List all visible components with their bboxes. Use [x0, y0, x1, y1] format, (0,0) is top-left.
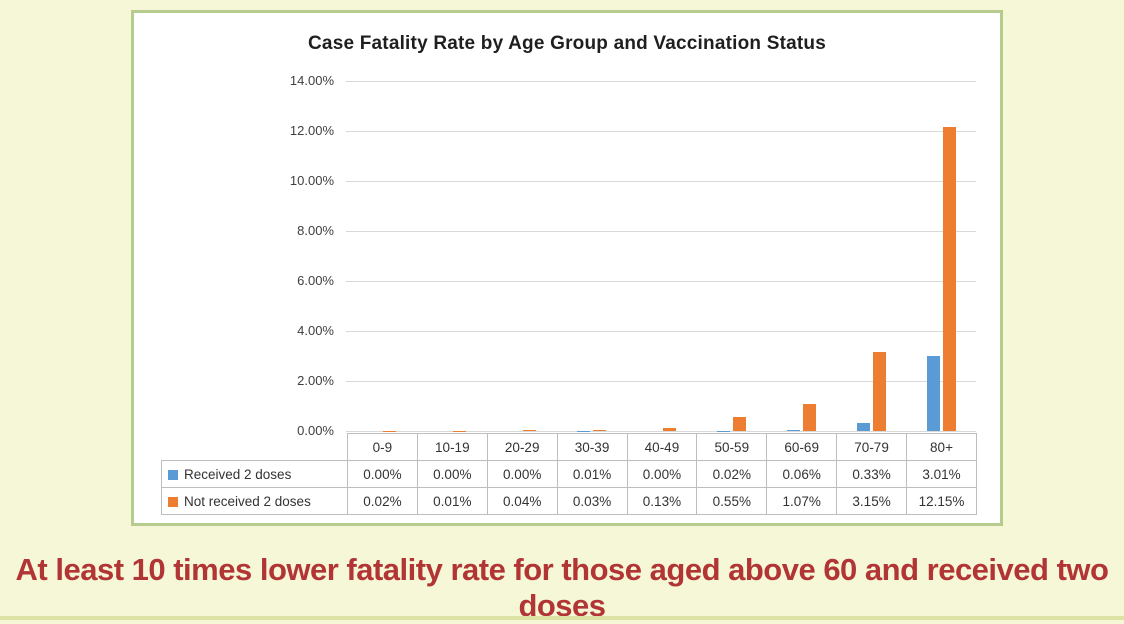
age-group-header: 50-59 [697, 434, 767, 461]
bottom-strip [0, 616, 1124, 620]
bar-not-received-2-doses [593, 430, 606, 431]
y-axis-labels: 14.00%12.00%10.00%8.00%6.00%4.00%2.00%0.… [246, 81, 334, 431]
age-group-header: 10-19 [417, 434, 487, 461]
value-cell: 3.01% [907, 461, 977, 488]
age-group-header: 60-69 [767, 434, 837, 461]
legend-series-name: Received 2 doses [184, 467, 291, 482]
value-cell: 0.03% [557, 488, 627, 515]
value-cell: 0.55% [697, 488, 767, 515]
bar-group-0-9 [346, 81, 416, 431]
value-cell: 0.33% [837, 461, 907, 488]
bar-group-20-29 [486, 81, 556, 431]
y-axis-tick-label: 8.00% [246, 223, 334, 239]
chart-panel: Case Fatality Rate by Age Group and Vacc… [131, 10, 1003, 526]
bar-group-80+ [906, 81, 976, 431]
value-cell: 0.01% [557, 461, 627, 488]
y-axis-tick-label: 2.00% [246, 373, 334, 389]
bar-not-received-2-doses [873, 352, 886, 431]
caption-text: At least 10 times lower fatality rate fo… [0, 552, 1124, 624]
legend-series-name: Not received 2 doses [184, 494, 311, 509]
table-row: Not received 2 doses 0.02%0.01%0.04%0.03%… [162, 488, 977, 515]
value-cell: 0.02% [348, 488, 418, 515]
bar-group-10-19 [416, 81, 486, 431]
y-axis-tick-label: 12.00% [246, 123, 334, 139]
age-group-header: 40-49 [627, 434, 697, 461]
bar-not-received-2-doses [663, 428, 676, 431]
age-group-header: 0-9 [348, 434, 418, 461]
y-axis-tick-label: 10.00% [246, 173, 334, 189]
age-group-header: 70-79 [837, 434, 907, 461]
chart-title: Case Fatality Rate by Age Group and Vacc… [134, 33, 1000, 55]
bar-not-received-2-doses [733, 417, 746, 431]
value-cell: 0.02% [697, 461, 767, 488]
value-cell: 3.15% [837, 488, 907, 515]
legend-label-cell: Received 2 doses [162, 461, 348, 488]
y-axis-tick-label: 6.00% [246, 273, 334, 289]
bar-group-40-49 [626, 81, 696, 431]
table-corner-blank [162, 434, 348, 461]
value-cell: 0.01% [417, 488, 487, 515]
value-cell: 0.13% [627, 488, 697, 515]
value-cell: 0.00% [348, 461, 418, 488]
bar-not-received-2-doses [383, 431, 396, 432]
bar-group-70-79 [836, 81, 906, 431]
age-group-header: 80+ [907, 434, 977, 461]
value-cell: 12.15% [907, 488, 977, 515]
bar-received-2-doses [857, 423, 870, 431]
value-cell: 0.00% [487, 461, 557, 488]
value-cell: 0.04% [487, 488, 557, 515]
value-cell: 1.07% [767, 488, 837, 515]
bar-group-60-69 [766, 81, 836, 431]
legend-label-cell: Not received 2 doses [162, 488, 348, 515]
bar-not-received-2-doses [943, 127, 956, 431]
bar-received-2-doses [787, 430, 800, 432]
bar-not-received-2-doses [803, 404, 816, 431]
legend-swatch-icon [168, 497, 178, 507]
y-axis-tick-label: 4.00% [246, 323, 334, 339]
value-cell: 0.00% [417, 461, 487, 488]
bar-received-2-doses [717, 431, 730, 432]
age-group-header: 30-39 [557, 434, 627, 461]
age-group-header: 20-29 [487, 434, 557, 461]
bar-group-50-59 [696, 81, 766, 431]
plot-wrap: 14.00%12.00%10.00%8.00%6.00%4.00%2.00%0.… [346, 81, 976, 431]
value-cell: 0.06% [767, 461, 837, 488]
legend-swatch-icon [168, 470, 178, 480]
plot-area [346, 81, 976, 431]
bar-received-2-doses [927, 356, 940, 431]
y-axis-tick-label: 14.00% [246, 73, 334, 89]
value-cell: 0.00% [627, 461, 697, 488]
bar-not-received-2-doses [523, 430, 536, 431]
gridline [346, 431, 976, 432]
bar-group-30-39 [556, 81, 626, 431]
